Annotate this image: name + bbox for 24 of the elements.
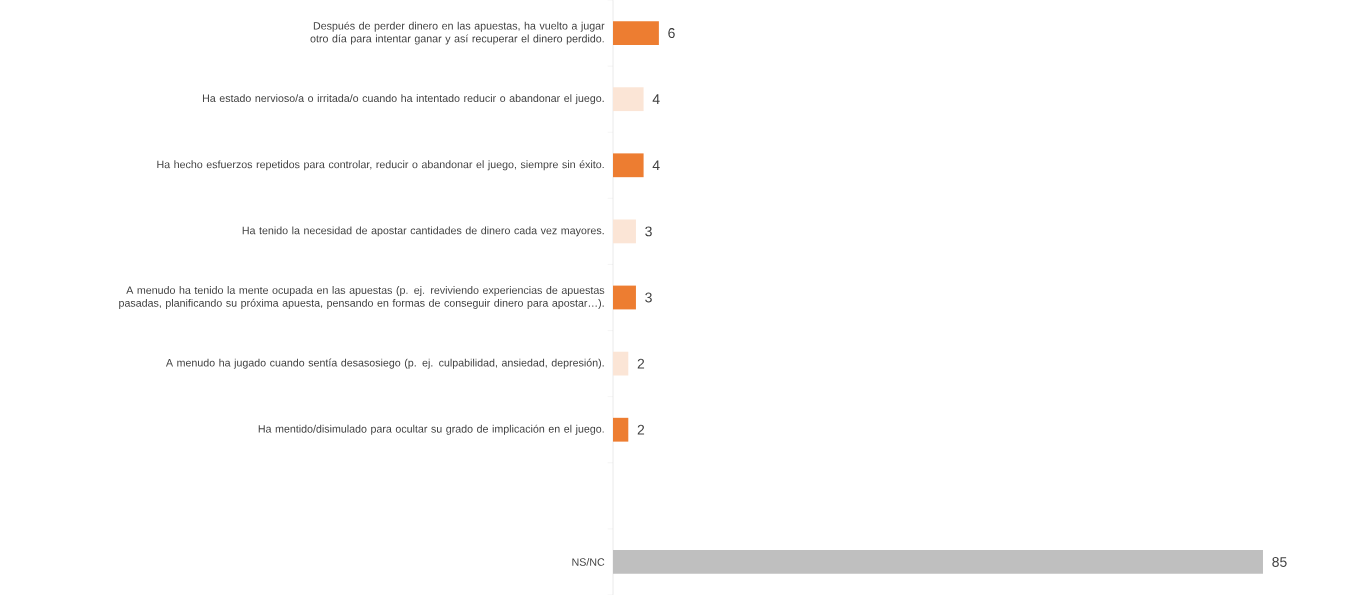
data-label: 3: [645, 226, 652, 237]
bar: [613, 417, 629, 442]
bar: [613, 219, 636, 244]
y-tick-label: A menudo ha tenido la mente ocupada en las apuestas (p. ej. reviviendo experiencias de apuestas pasadas, planificando su próxima apuesta, pensando en formas de conseguir dinero para apostar…).: [119, 286, 605, 309]
y-tick-label: NS/NC: [572, 558, 605, 566]
data-label: 2: [637, 424, 645, 435]
bar: [613, 550, 1263, 574]
data-label: 85: [1272, 556, 1287, 567]
y-tick-label: A menudo ha jugado cuando sentía desasosiego (p. ej. culpabilidad, ansiedad, depresión).: [165, 358, 604, 369]
y-tick-label: Ha tenido la necesidad de apostar cantidades de dinero cada vez mayores.: [242, 226, 604, 237]
data-label: 4: [652, 160, 660, 171]
data-label: 6: [668, 28, 675, 39]
data-label: 3: [645, 292, 652, 303]
bar: [613, 285, 636, 310]
bar: [613, 153, 644, 178]
bar: [613, 87, 644, 112]
data-label: 4: [652, 94, 660, 104]
data-label: 2: [637, 358, 645, 369]
bar: [613, 351, 629, 376]
y-tick-label: Ha estado nervioso/a o irritada/o cuando ha intentado reducir o abandonar el juego.: [202, 94, 604, 105]
bar: [613, 21, 659, 45]
y-tick-label: Ha mentido/disimulado para ocultar su grado de implicación en el juego.: [258, 424, 604, 435]
y-tick-label: Después de perder dinero en las apuestas, ha vuelto a jugar otro día para intentar ganar y así recuperar el dinero perdido.: [310, 21, 605, 45]
y-tick-label: Ha hecho esfuerzos repetidos para controlar, reducir o abandonar el juego, siempre sin éxito.: [157, 160, 604, 171]
